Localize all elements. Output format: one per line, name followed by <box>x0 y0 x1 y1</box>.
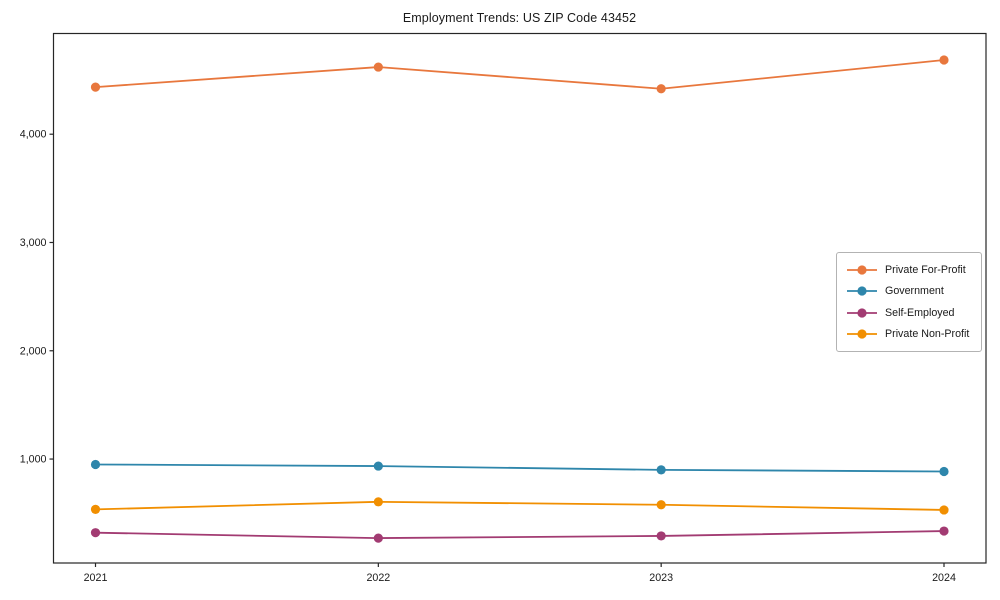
legend: Private For-Profit Government Self-Employe… <box>836 252 982 352</box>
data-point-private-for-profit <box>90 82 101 92</box>
data-point-private-non-profit <box>939 505 949 515</box>
legend-item-private-non-profit: Private Non-Profit <box>846 324 972 346</box>
data-point-self-employed <box>656 531 666 541</box>
legend-item-self-employed: Self-Employed <box>846 302 972 324</box>
data-point-self-employed <box>373 533 383 543</box>
series-line-private-non-profit <box>94 500 945 511</box>
legend-label: Government <box>885 285 944 298</box>
data-point-government <box>656 465 666 475</box>
x-tick-label: 2021 <box>84 572 108 584</box>
data-point-private-non-profit <box>373 497 383 507</box>
data-point-private-for-profit <box>373 62 383 72</box>
legend-swatch-icon <box>847 265 877 275</box>
x-tick-label: 2023 <box>649 572 673 584</box>
legend-label: Private Non-Profit <box>885 328 970 341</box>
legend-swatch-icon <box>847 308 877 318</box>
y-tick-label: 3,000 <box>20 237 47 249</box>
y-tick-label: 4,000 <box>20 129 47 141</box>
data-point-government <box>90 459 101 470</box>
data-point-private-non-profit <box>656 500 666 510</box>
series-line-self-employed <box>94 530 945 539</box>
data-point-private-non-profit <box>90 504 101 515</box>
y-tick-label: 1,000 <box>20 454 47 466</box>
chart-title: Employment Trends: US ZIP Code 43452 <box>402 11 637 25</box>
data-point-private-for-profit <box>656 84 666 94</box>
x-tick-label: 2022 <box>366 572 390 584</box>
legend-item-government: Government <box>846 281 972 303</box>
data-point-government <box>939 466 949 477</box>
axes-frame <box>52 32 987 564</box>
x-tick-label: 2024 <box>932 572 956 584</box>
legend-swatch-icon <box>847 329 877 339</box>
data-point-self-employed <box>90 528 101 538</box>
y-tick-label: 2,000 <box>20 345 47 357</box>
legend-item-private-for-profit: Private For-Profit <box>846 259 972 281</box>
data-point-self-employed <box>939 526 949 536</box>
series-line-government <box>94 463 945 473</box>
legend-label: Self-Employed <box>885 306 955 319</box>
data-point-private-for-profit <box>939 55 949 65</box>
series-line-private-for-profit <box>94 59 945 90</box>
legend-label: Private For-Profit <box>885 263 966 276</box>
legend-swatch-icon <box>847 286 877 296</box>
data-point-government <box>373 461 383 471</box>
